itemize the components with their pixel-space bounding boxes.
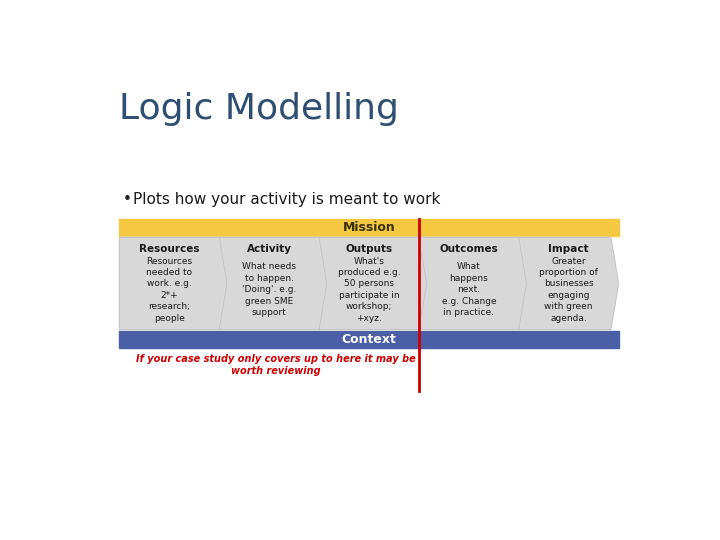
Text: •: • [122, 192, 132, 207]
Text: Outputs: Outputs [346, 244, 392, 254]
Text: Mission: Mission [343, 221, 395, 234]
Polygon shape [319, 237, 427, 330]
Text: Outcomes: Outcomes [439, 244, 498, 254]
Text: What
happens
next.
e.g. Change
in practice.: What happens next. e.g. Change in practi… [441, 262, 496, 317]
Text: Activity: Activity [247, 244, 292, 254]
Polygon shape [120, 237, 227, 330]
Polygon shape [419, 237, 526, 330]
Bar [120, 219, 618, 236]
Text: What needs
to happen.
'Doing'. e.g.
green SME
support: What needs to happen. 'Doing'. e.g. gree… [242, 262, 297, 317]
Text: Context: Context [341, 333, 397, 346]
Text: Impact: Impact [549, 244, 589, 254]
Text: What's
produced e.g.
50 persons
participate in
workshop;
+xyz.: What's produced e.g. 50 persons particip… [338, 256, 400, 323]
Text: Resources
needed to
work. e.g.
2*+
research;
people: Resources needed to work. e.g. 2*+ resea… [146, 256, 192, 323]
Text: Greater
proportion of
businesses
engaging
with green
agenda.: Greater proportion of businesses engagin… [539, 256, 598, 323]
Text: Plots how your activity is meant to work: Plots how your activity is meant to work [132, 192, 440, 207]
Text: Resources: Resources [139, 244, 199, 254]
Bar [120, 331, 618, 348]
Text: Logic Modelling: Logic Modelling [120, 92, 400, 126]
Polygon shape [518, 237, 618, 330]
Polygon shape [220, 237, 327, 330]
Text: If your case study only covers up to here it may be
worth reviewing: If your case study only covers up to her… [136, 354, 416, 376]
